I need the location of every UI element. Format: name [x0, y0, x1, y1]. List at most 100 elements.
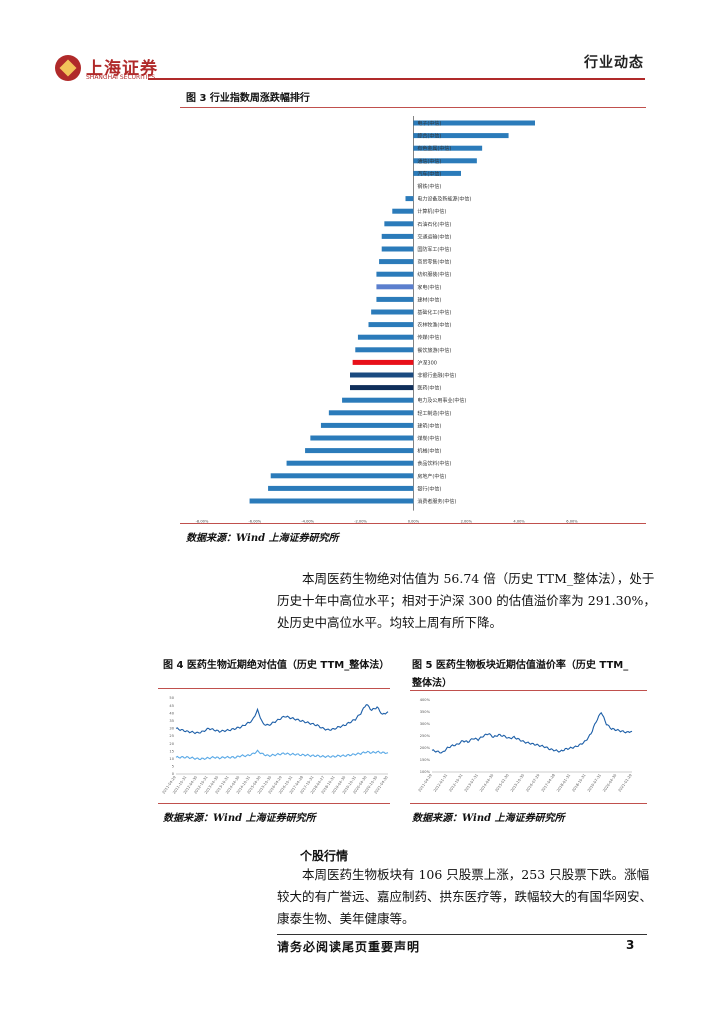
y-tick-label: 5: [172, 765, 174, 769]
x-tick-label: -6.00%: [248, 520, 261, 523]
category-label: 农林牧渔(中信): [417, 322, 451, 329]
series-line: [431, 711, 633, 754]
y-tick-label: 150%: [420, 758, 431, 762]
bar: [350, 372, 414, 378]
paragraph-line: 本周医药生物板块有 106 只股票上涨，253 只股票下跌。涨幅: [302, 867, 650, 882]
logo-icon: [55, 55, 81, 81]
stocks-paragraph: 本周医药生物板块有 106 只股票上涨，253 只股票下跌。涨幅 较大的有广誉远…: [277, 864, 657, 930]
y-tick-label: 0: [172, 772, 175, 776]
y-tick-label: 100%: [420, 770, 431, 774]
y-tick-label: 300%: [420, 722, 431, 726]
x-tick-label: 2015-10-30: [510, 773, 526, 793]
y-tick-label: 25: [169, 734, 174, 738]
category-label: 电力及公用事业(中信): [417, 397, 466, 404]
category-label: 通信(中信): [417, 158, 441, 165]
y-tick-label: 15: [169, 749, 174, 753]
category-label: 汽车(中信): [417, 170, 441, 177]
paragraph-line: 本周医药生物绝对估值为 56.74 倍（历史 TTM_整体法），处于: [302, 571, 655, 586]
bar: [305, 448, 414, 454]
paragraph-line: 历史十年中高位水平；相对于沪深 300 的估值溢价率为 291.30%，: [277, 593, 656, 608]
bar: [405, 196, 414, 202]
bar: [413, 158, 477, 164]
bar: [413, 145, 483, 151]
footer-disclaimer: 请务必阅读尾页重要声明: [277, 940, 421, 954]
paragraph-line: 康泰生物、美年健康等。: [277, 911, 415, 926]
y-tick-label: 350%: [420, 710, 431, 714]
category-label: 基础化工(中信): [417, 309, 451, 316]
bar: [342, 397, 414, 403]
y-tick-label: 10: [169, 757, 174, 761]
x-tick-label: 2020-04-30: [602, 773, 618, 793]
y-tick-label: 35: [169, 719, 174, 723]
x-tick-label: 2018-10-31: [571, 773, 586, 792]
category-label: 交通运输(中信): [417, 233, 451, 240]
section-label: 行业动态: [584, 55, 644, 71]
category-label: 机械(中信): [417, 448, 441, 455]
figure3-bar-chart: 电子(中信) 综合(中信) 有色金属(中信) 通信(中信) 汽车(中信) 钢铁(中信) 电力…: [196, 116, 578, 523]
category-label: 轻工制造(中信): [417, 410, 451, 417]
bar: [392, 208, 414, 214]
bar: [357, 334, 414, 340]
category-label: 煤炭(中信): [417, 435, 441, 442]
figure3-top-rule: [180, 107, 646, 108]
bar: [384, 221, 414, 227]
x-tick-label: 2014-04-30: [479, 773, 495, 793]
figure4-line-chart: 504540353025201510502011-04-292011-10-31…: [162, 696, 390, 794]
header-divider: [148, 78, 645, 80]
category-label: 餐饮旅游(中信): [417, 347, 451, 354]
bar: [413, 120, 535, 126]
bar: [268, 485, 414, 491]
bar: [413, 133, 509, 139]
bar: [270, 473, 414, 479]
bar: [371, 309, 414, 315]
bar: [376, 284, 414, 290]
x-tick-label: 2015-01-30: [494, 773, 510, 793]
category-label: 电子(中信): [417, 120, 441, 127]
bar: [328, 410, 414, 416]
bar: [355, 347, 414, 353]
category-label: 房地产(中信): [417, 473, 446, 480]
figure4-top-rule: [158, 688, 390, 689]
series-line: [175, 704, 389, 735]
category-label: 建筑(中信): [417, 422, 441, 429]
bar: [350, 385, 414, 391]
category-label: 建材(中信): [417, 296, 441, 303]
category-label: 纺织服装(中信): [417, 271, 451, 278]
bar: [376, 296, 414, 302]
x-tick-label: 2019-07-31: [587, 773, 602, 792]
bar: [376, 271, 414, 277]
page-number: 3: [626, 938, 635, 952]
valuation-paragraph: 本周医药生物绝对估值为 56.74 倍（历史 TTM_整体法），处于 历史十年中…: [277, 568, 657, 634]
figure5-source: 数据来源：Wind 上海证券研究所: [412, 813, 565, 824]
y-tick-label: 30: [169, 727, 174, 731]
x-tick-label: 2012-01-31: [433, 773, 448, 792]
y-tick-label: 50: [169, 696, 174, 700]
category-label: 医药(中信): [417, 385, 441, 392]
category-label: 食品饮料(中信): [417, 460, 451, 467]
category-label: 沪深300: [417, 359, 437, 366]
y-tick-label: 40: [169, 711, 174, 715]
x-tick-label: 2017-04-28: [541, 773, 557, 793]
footer-divider: [277, 934, 647, 935]
category-label: 非银行金融(中信): [417, 372, 456, 379]
paragraph-line: 较大的有广誉远、嘉应制药、拱东医疗等，跌幅较大的有国华网安、: [277, 889, 653, 904]
figure4-source: 数据来源：Wind 上海证券研究所: [163, 813, 316, 824]
figure5-top-rule: [410, 690, 647, 691]
x-tick-label: -2.00%: [354, 520, 367, 523]
bar: [368, 322, 414, 328]
figure4-bottom-rule: [158, 803, 390, 804]
bar: [352, 359, 414, 365]
category-label: 电力设备及新能源(中信): [417, 196, 471, 203]
x-tick-label: 2011-04-29: [418, 773, 434, 793]
y-tick-label: 200%: [420, 746, 431, 750]
category-label: 计算机(中信): [417, 208, 446, 215]
logo-text: 上海证券: [86, 59, 158, 79]
figure5-title-line2: 整体法）: [412, 678, 452, 689]
bar: [381, 246, 414, 252]
x-tick-label: -8.00%: [196, 520, 209, 523]
figure5-line-chart: 400%350%300%250%200%150%100%2011-04-29 20…: [418, 698, 634, 793]
x-tick-label: 2.00%: [461, 520, 473, 523]
y-tick-label: 250%: [420, 734, 431, 738]
bar: [381, 233, 414, 239]
series-line: [175, 749, 389, 761]
